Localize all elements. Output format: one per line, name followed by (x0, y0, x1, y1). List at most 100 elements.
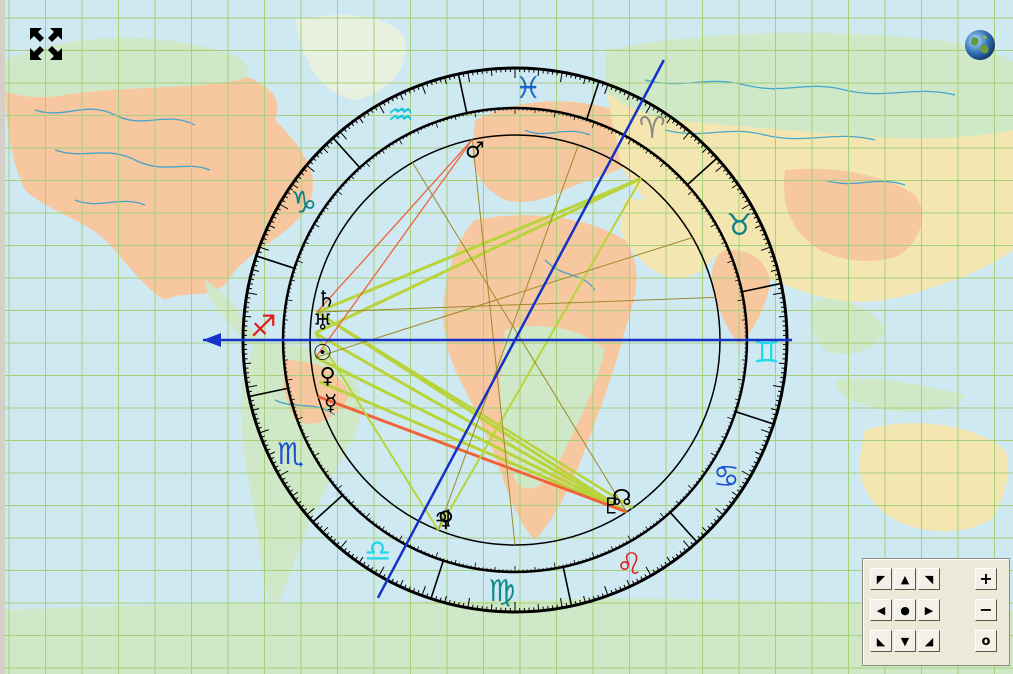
center-button[interactable]: ● (894, 599, 916, 621)
inner-degree-tick (416, 546, 420, 551)
degree-tick (636, 97, 639, 102)
degree-tick (751, 465, 756, 469)
inner-degree-tick (298, 256, 301, 259)
degree-tick (780, 301, 785, 304)
zoom-in-button[interactable]: + (975, 568, 997, 590)
degree-tick (260, 242, 265, 245)
degree-tick (771, 259, 776, 263)
degree-tick (366, 564, 370, 569)
degree-tick (660, 111, 664, 116)
zoom-out-button[interactable]: − (975, 599, 997, 621)
inner-degree-tick (337, 484, 343, 490)
degree-tick (247, 287, 253, 290)
inner-degree-tick (738, 391, 742, 393)
inner-degree-tick (337, 190, 343, 196)
inner-degree-tick (727, 252, 731, 255)
inner-degree-tick (359, 510, 362, 513)
degree-tick (728, 500, 733, 505)
inner-degree-tick (356, 170, 359, 173)
pan-left-button[interactable]: ◀ (870, 599, 892, 621)
degree-tick (434, 79, 438, 84)
sign-divider (248, 387, 289, 398)
inner-degree-tick (733, 267, 736, 270)
degree-tick (574, 74, 577, 79)
inner-degree-tick (409, 133, 412, 136)
degree-tick (731, 179, 736, 183)
degree-tick (272, 216, 277, 219)
pan-down-left-button[interactable]: ◣ (870, 630, 892, 652)
degree-tick (761, 246, 771, 251)
pan-up-right-button[interactable]: ◥ (918, 568, 940, 590)
degree-tick (252, 269, 260, 272)
degree-tick (556, 604, 559, 609)
degree-tick (560, 72, 563, 83)
inner-degree-tick (625, 540, 628, 544)
zoom-reset-button[interactable]: o (975, 630, 997, 652)
degree-tick (453, 74, 456, 79)
aspect-line (317, 395, 628, 514)
inner-degree-tick (734, 279, 740, 282)
land-greenland (295, 15, 406, 100)
world-map-viewport[interactable]: ♓ ♒ ♑ ♐ ♏ ♎ ♍ ♌ ♋ ♊ ♉ ♈ ♂ ♄ ♅ ♃ ☉ ♀ ☿ ♀ ♇ ☊ (5, 0, 1013, 674)
degree-tick (266, 448, 271, 452)
inner-degree-tick (679, 499, 683, 502)
inner-degree-tick (581, 559, 584, 562)
degree-tick (666, 556, 672, 564)
degree-tick (347, 125, 351, 130)
inner-degree-tick (439, 120, 441, 124)
inner-degree-tick (731, 414, 735, 416)
inner-degree-tick (685, 184, 688, 187)
inner-degree-tick (402, 136, 405, 140)
degree-tick (300, 504, 305, 508)
inner-degree-tick (711, 220, 715, 223)
land-southeast-asia (810, 299, 885, 354)
degree-tick (252, 408, 260, 411)
inner-degree-tick (721, 435, 726, 439)
degree-tick (246, 381, 251, 384)
inner-degree-tick (412, 131, 415, 134)
degree-tick (583, 77, 586, 85)
pan-down-right-button[interactable]: ◢ (918, 630, 940, 652)
degree-tick (765, 242, 770, 245)
degree-tick (690, 134, 694, 139)
world-map-svg[interactable]: ♓♒♑♐♏♎♍♌♋♊♉♈♂♄♅♃☉♀☿♀♇☊ (5, 0, 1013, 674)
inner-degree-tick (320, 213, 323, 216)
degree-tick (565, 72, 568, 78)
inner-degree-tick (665, 164, 668, 167)
pan-right-button[interactable]: ▶ (918, 599, 940, 621)
degree-tick (247, 390, 253, 393)
inner-degree-tick (378, 152, 381, 155)
inner-degree-tick (327, 474, 330, 477)
pan-up-left-button[interactable]: ◤ (870, 568, 892, 590)
pan-up-button[interactable]: ▲ (894, 568, 916, 590)
degree-tick (755, 457, 760, 460)
degree-tick (286, 191, 291, 195)
globe-view-button[interactable] (963, 28, 997, 62)
pan-down-button[interactable]: ▼ (894, 630, 916, 652)
fullscreen-button[interactable] (28, 26, 64, 62)
inner-degree-tick (458, 114, 460, 118)
degree-tick (759, 228, 764, 232)
degree-tick (249, 278, 254, 281)
degree-tick (768, 250, 773, 254)
inner-degree-tick (688, 490, 691, 493)
inner-degree-tick (591, 552, 595, 559)
degree-tick (537, 68, 540, 77)
aspect-line (314, 332, 440, 531)
inner-degree-tick (334, 193, 337, 196)
inner-degree-tick (458, 562, 460, 566)
degree-tick (761, 233, 766, 236)
degree-tick (623, 584, 627, 589)
inner-degree-tick (682, 181, 685, 184)
degree-tick (592, 596, 596, 601)
sign-divider (741, 282, 782, 293)
zodiac-sign-libra: ♎ (364, 534, 391, 569)
planet-jupiter: ♃ (433, 506, 453, 531)
inner-degree-tick (693, 193, 696, 196)
degree-tick (604, 586, 609, 596)
inner-degree-tick (371, 520, 374, 524)
degree-tick (370, 567, 374, 571)
map-grid (5, 0, 1013, 674)
degree-tick (776, 278, 781, 281)
inner-degree-tick (659, 162, 665, 168)
